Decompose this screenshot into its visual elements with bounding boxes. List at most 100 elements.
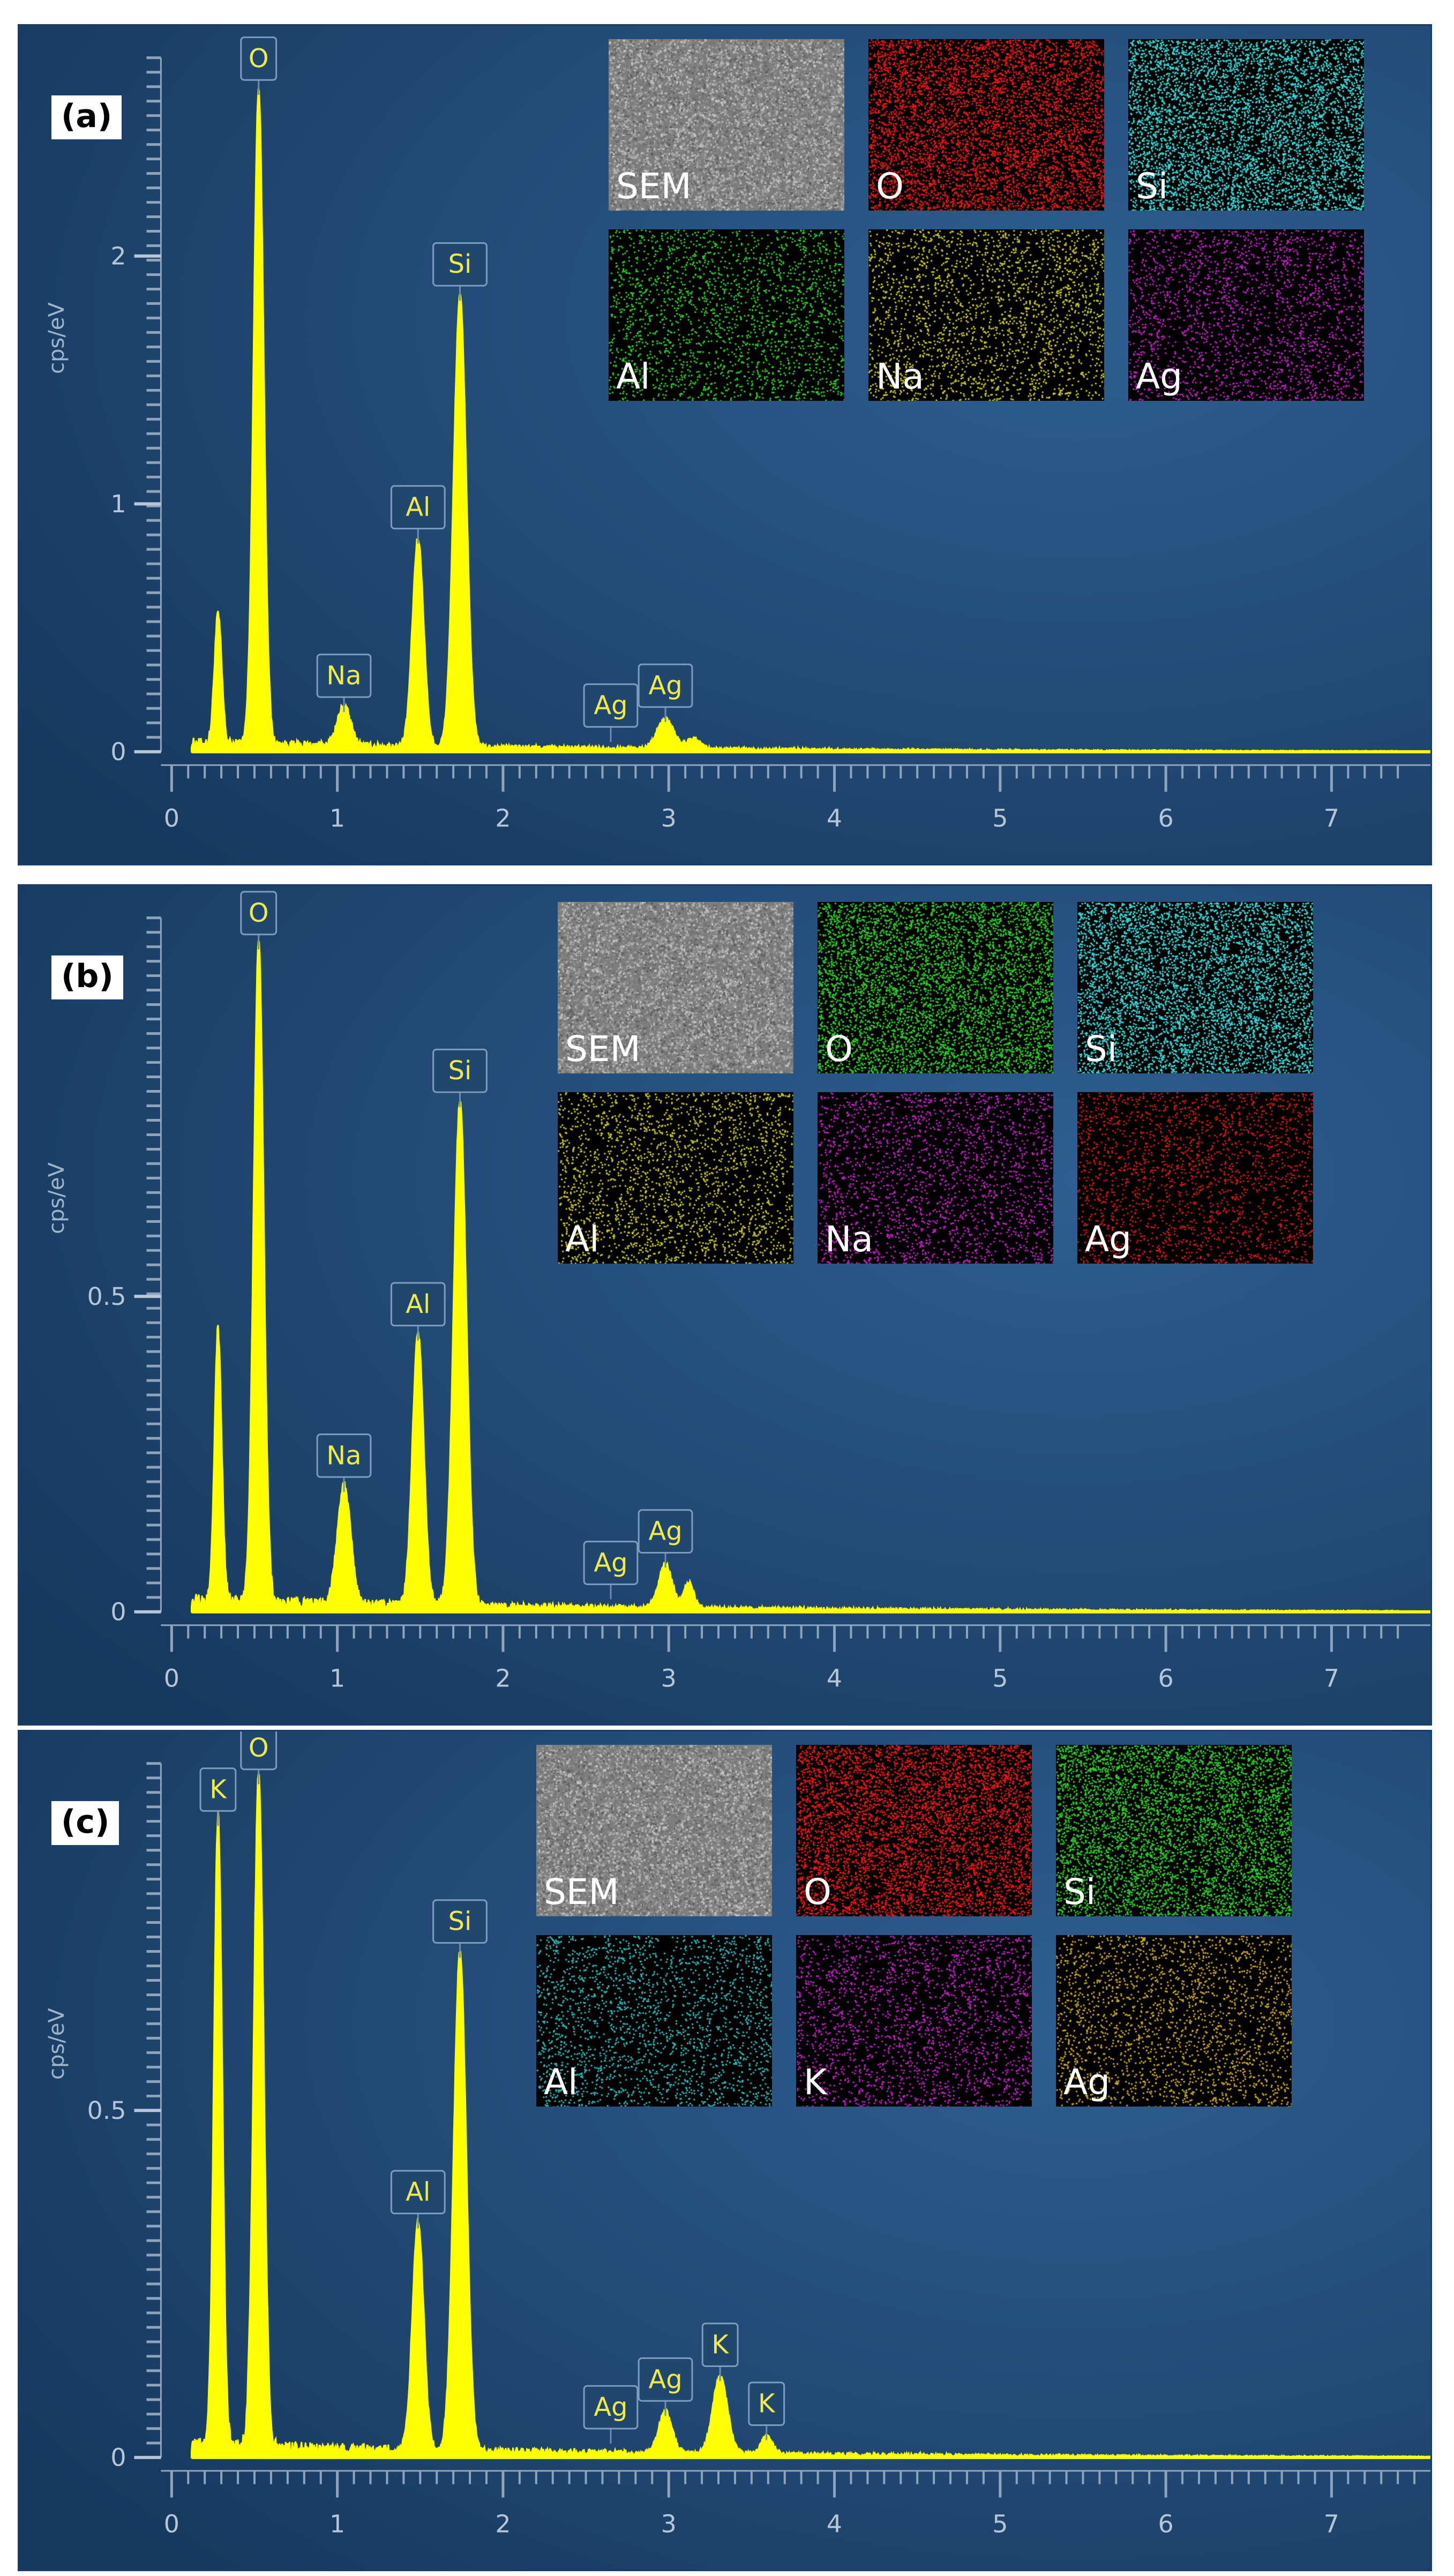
peak-label: K	[701, 2323, 739, 2381]
x-tick-label: 0	[164, 2509, 179, 2538]
peak-label: O	[240, 36, 278, 95]
y-axis: 0 1 2	[110, 56, 162, 766]
map-image	[558, 902, 793, 1073]
x-tick-label: 2	[495, 2509, 511, 2538]
map-si: Si	[1056, 1745, 1292, 1916]
peak-label-box	[390, 485, 446, 529]
peak-label-text: O	[249, 1734, 269, 1763]
map-al: Al	[536, 1935, 772, 2107]
peak-label-box	[390, 1282, 446, 1327]
map-label: Na	[876, 356, 924, 397]
map-sem: SEM	[558, 902, 793, 1073]
map-label: Si	[1085, 1028, 1118, 1070]
peak-label-text: O	[249, 44, 269, 73]
peak-label-box	[240, 1731, 278, 1771]
y-axis-label-b: cps/eV	[44, 1162, 69, 1234]
map-al: Al	[558, 1092, 793, 1264]
map-image	[796, 1935, 1032, 2107]
peak-label-text: K	[711, 2331, 729, 2360]
peak-label-box	[638, 663, 693, 708]
map-label: Ag	[1063, 2062, 1111, 2103]
peak-label-text: Ag	[594, 691, 627, 721]
peak-label-text: K	[758, 2390, 776, 2419]
peak-label-text: Ag	[594, 1548, 627, 1578]
peak-label: O	[240, 1731, 278, 1784]
y-tick-label: 2	[110, 242, 126, 271]
peak-label-box	[316, 1433, 372, 1478]
peak-label-text: Ag	[648, 1517, 682, 1547]
peak-label: K	[748, 2381, 785, 2440]
peak-label: Na	[316, 653, 372, 712]
x-tick-label: 6	[1158, 1663, 1174, 1692]
panel-label-b: (b)	[51, 955, 123, 999]
x-axis: 0 1 2 3 4 5 6 7	[161, 1624, 1430, 1692]
peak-label-text: Si	[448, 250, 472, 279]
map-image	[558, 1092, 793, 1264]
map-sem: SEM	[609, 39, 844, 211]
map-image	[609, 39, 844, 211]
eds-panel-c: 0 0.5 0 1 2 3 4 5 6 7 K O Si Al Ag Ag K K (c) cps/eV SEM O…	[18, 1730, 1432, 2571]
peak-label-text: Ag	[648, 671, 682, 701]
peak-label: Si	[432, 1899, 488, 1958]
map-sem: SEM	[536, 1745, 772, 1916]
peak-label-box	[432, 1048, 488, 1093]
peak-annotations: O Si Al Na Ag Ag	[240, 36, 693, 742]
map-al: Al	[609, 229, 844, 401]
map-si: Si	[1128, 39, 1364, 211]
peak-label: Ag	[638, 2357, 693, 2416]
peak-label: Al	[390, 1282, 446, 1341]
map-ag: Ag	[1077, 1092, 1313, 1264]
x-tick-label: 1	[329, 1663, 345, 1692]
x-tick-label: 3	[661, 2509, 677, 2538]
x-tick-label: 3	[661, 1663, 677, 1692]
x-tick-label: 5	[992, 1663, 1008, 1692]
peak-annotations: O Si Al Na Ag Ag	[240, 891, 693, 1600]
map-label: O	[804, 1871, 831, 1913]
x-tick-label: 6	[1158, 2509, 1174, 2538]
peak-label: Na	[316, 1433, 372, 1492]
map-label: Ag	[1085, 1219, 1132, 1260]
map-ag: Ag	[1056, 1935, 1292, 2107]
x-tick-label: 5	[992, 2509, 1008, 2538]
peak-label-box	[638, 1509, 693, 1554]
map-image	[818, 902, 1053, 1073]
map-image	[868, 39, 1104, 211]
map-k: K	[796, 1935, 1032, 2107]
x-tick-label: 7	[1324, 1663, 1339, 1692]
y-tick-label: 0	[110, 2443, 126, 2472]
x-axis: 0 1 2 3 4 5 6 7	[161, 764, 1430, 832]
map-image	[1077, 902, 1313, 1073]
peak-label: Ag	[638, 663, 693, 722]
peak-label-text: Al	[406, 1290, 430, 1319]
y-tick-label: 0	[110, 737, 126, 766]
x-tick-label: 7	[1324, 2509, 1339, 2538]
map-o: O	[818, 902, 1053, 1073]
peak-label-text: K	[209, 1775, 227, 1805]
map-label: Na	[825, 1219, 873, 1260]
x-tick-label: 0	[164, 803, 179, 832]
y-tick-label: 0.5	[87, 2096, 126, 2125]
map-image	[1077, 1092, 1313, 1264]
map-image	[1128, 39, 1364, 211]
map-na: Na	[868, 229, 1104, 401]
map-image	[609, 229, 844, 401]
map-image	[536, 1935, 772, 2107]
map-o: O	[796, 1745, 1032, 1916]
peak-label-box	[316, 653, 372, 698]
x-tick-label: 4	[827, 803, 842, 832]
eds-panel-b: 0 0.5 0 1 2 3 4 5 6 7 O Si Al Na Ag Ag (b) cps/eV SEM O S…	[18, 884, 1432, 1726]
eds-panel-a: 0 1 2 0 1 2 3 4 5 6 7 O Si Al Na Ag Ag (a) cps/eV SEM O Si…	[18, 24, 1432, 865]
map-label: Si	[1063, 1871, 1096, 1913]
x-tick-label: 2	[495, 803, 511, 832]
peak-label-box	[748, 2381, 785, 2426]
map-label: Ag	[1136, 356, 1183, 397]
peak-label-box	[432, 242, 488, 287]
y-axis: 00.5	[87, 1762, 162, 2472]
map-image	[818, 1092, 1053, 1264]
map-na: Na	[818, 1092, 1053, 1264]
map-label: SEM	[616, 166, 692, 207]
map-label: SEM	[544, 1871, 619, 1913]
panel-label-c: (c)	[51, 1801, 119, 1845]
map-label: Al	[616, 356, 650, 397]
